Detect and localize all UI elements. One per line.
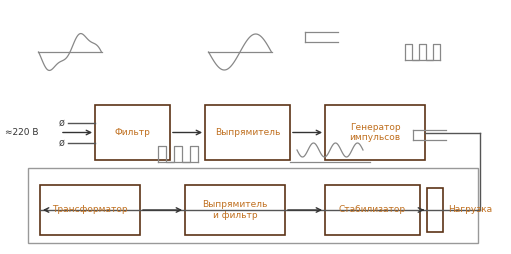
Text: Выпрямитель: Выпрямитель: [215, 128, 280, 137]
Bar: [95, 105, 170, 160]
Text: Фильтр: Фильтр: [114, 128, 150, 137]
Bar: [427, 188, 443, 232]
Bar: [28, 168, 478, 243]
Text: ø: ø: [59, 118, 65, 128]
Text: ≈220 В: ≈220 В: [5, 128, 38, 137]
Text: Стабилизатор: Стабилизатор: [339, 205, 406, 214]
Text: ø: ø: [59, 137, 65, 148]
Text: Трансформатор: Трансформатор: [52, 205, 128, 214]
Bar: [40, 185, 140, 235]
Bar: [325, 105, 425, 160]
Text: Нагрузка: Нагрузка: [448, 205, 492, 214]
Bar: [325, 185, 420, 235]
Text: Генератор
импульсов: Генератор импульсов: [350, 123, 401, 142]
Bar: [205, 105, 290, 160]
Bar: [185, 185, 285, 235]
Text: Выпрямитель
и фильтр: Выпрямитель и фильтр: [202, 200, 268, 220]
